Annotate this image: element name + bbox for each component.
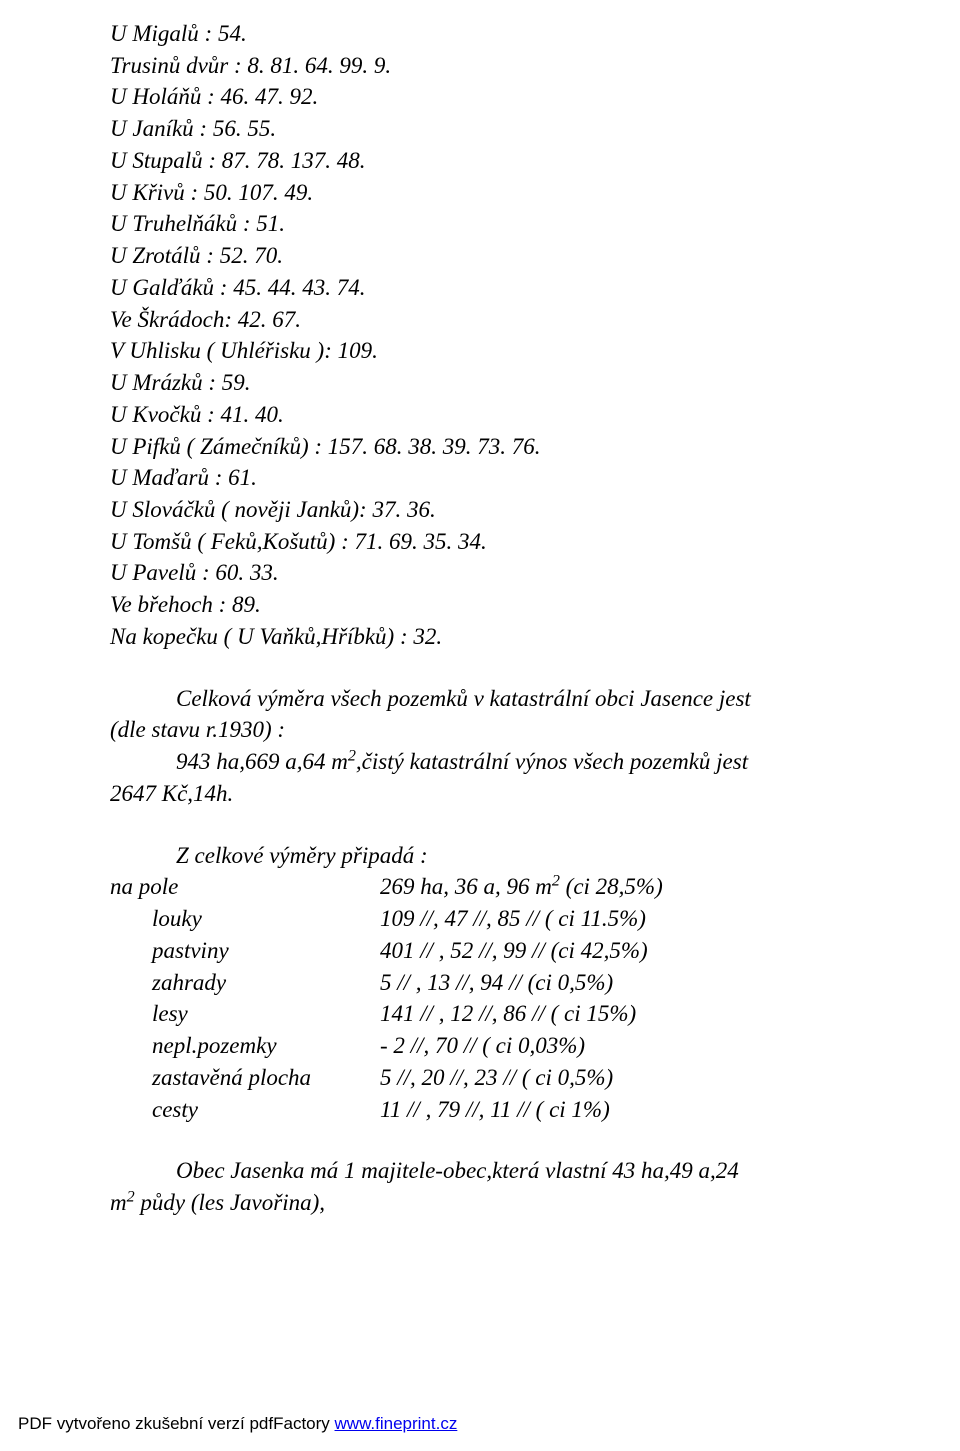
- footer-text: PDF vytvořeno zkušební verzí pdfFactory: [18, 1414, 335, 1433]
- table-row: zahrady 5 // , 13 //, 94 // (ci 0,5%): [110, 967, 876, 999]
- list-item: U Migalů : 54.: [110, 18, 876, 50]
- text-line: Celková výměra všech pozemků v katastrál…: [110, 683, 876, 715]
- row-value: 5 //, 20 //, 23 // ( ci 0,5%): [380, 1062, 876, 1094]
- row-label: pastviny: [110, 935, 380, 967]
- row-label: louky: [110, 903, 380, 935]
- table-row: cesty 11 // , 79 //, 11 // ( ci 1%): [110, 1094, 876, 1126]
- paragraph-breakdown: Z celkové výměry připadá : na pole 269 h…: [110, 840, 876, 1126]
- list-item: U Galďáků : 45. 44. 43. 74.: [110, 272, 876, 304]
- list-item: U Křivů : 50. 107. 49.: [110, 177, 876, 209]
- list-item: U Holáňů : 46. 47. 92.: [110, 81, 876, 113]
- text-line: 943 ha,669 a,64 m2,čistý katastrální výn…: [110, 746, 876, 778]
- list-item: U Zrotálů : 52. 70.: [110, 240, 876, 272]
- text-span: půdy (les Javořina),: [135, 1190, 325, 1215]
- table-row: nepl.pozemky - 2 //, 70 // ( ci 0,03%): [110, 1030, 876, 1062]
- paragraph-owner: Obec Jasenka má 1 majitele-obec,která vl…: [110, 1155, 876, 1218]
- list-item: U Mrázků : 59.: [110, 367, 876, 399]
- list-item: Trusinů dvůr : 8. 81. 64. 99. 9.: [110, 50, 876, 82]
- text-line: m2 půdy (les Javořina),: [110, 1187, 876, 1219]
- list-item: U Slováčků ( nověji Janků): 37. 36.: [110, 494, 876, 526]
- list-item: Ve Škrádoch: 42. 67.: [110, 304, 876, 336]
- list-item: U Kvočků : 41. 40.: [110, 399, 876, 431]
- text-line: (dle stavu r.1930) :: [110, 714, 876, 746]
- text-line: 2647 Kč,14h.: [110, 778, 876, 810]
- paragraph-total-area: Celková výměra všech pozemků v katastrál…: [110, 683, 876, 810]
- document-page: U Migalů : 54. Trusinů dvůr : 8. 81. 64.…: [0, 0, 960, 1451]
- table-row: zastavěná plocha 5 //, 20 //, 23 // ( ci…: [110, 1062, 876, 1094]
- row-value: 141 // , 12 //, 86 // ( ci 15%): [380, 998, 876, 1030]
- list-item: Ve břehoch : 89.: [110, 589, 876, 621]
- superscript: 2: [127, 1188, 135, 1205]
- row-label: nepl.pozemky: [110, 1030, 380, 1062]
- row-value: 109 //, 47 //, 85 // ( ci 11.5%): [380, 903, 876, 935]
- superscript: 2: [348, 748, 356, 765]
- row-value: 269 ha, 36 a, 96 m2 (ci 28,5%): [380, 871, 876, 903]
- list-item: U Janíků : 56. 55.: [110, 113, 876, 145]
- list-item: U Pavelů : 60. 33.: [110, 557, 876, 589]
- row-label: cesty: [110, 1094, 380, 1126]
- list-item: U Tomšů ( Feků,Košutů) : 71. 69. 35. 34.: [110, 526, 876, 558]
- table-row: lesy 141 // , 12 //, 86 // ( ci 15%): [110, 998, 876, 1030]
- breakdown-header: Z celkové výměry připadá :: [110, 840, 876, 872]
- breakdown-table: na pole 269 ha, 36 a, 96 m2 (ci 28,5%) l…: [110, 871, 876, 1125]
- text-span: m: [110, 1190, 127, 1215]
- list-item: V Uhlisku ( Uhléřisku ): 109.: [110, 335, 876, 367]
- footer-link[interactable]: www.fineprint.cz: [335, 1414, 458, 1433]
- table-row: louky 109 //, 47 //, 85 // ( ci 11.5%): [110, 903, 876, 935]
- pdf-footer: PDF vytvořeno zkušební verzí pdfFactory …: [0, 1412, 457, 1435]
- row-label: na pole: [110, 871, 380, 903]
- table-row: na pole 269 ha, 36 a, 96 m2 (ci 28,5%): [110, 871, 876, 903]
- row-value: - 2 //, 70 // ( ci 0,03%): [380, 1030, 876, 1062]
- list-item: U Stupalů : 87. 78. 137. 48.: [110, 145, 876, 177]
- row-value: 11 // , 79 //, 11 // ( ci 1%): [380, 1094, 876, 1126]
- text-line: Obec Jasenka má 1 majitele-obec,která vl…: [110, 1155, 876, 1187]
- row-label: zastavěná plocha: [110, 1062, 380, 1094]
- row-value: 5 // , 13 //, 94 // (ci 0,5%): [380, 967, 876, 999]
- list-item: Na kopečku ( U Vaňků,Hříbků) : 32.: [110, 621, 876, 653]
- list-item: U Truhelňáků : 51.: [110, 208, 876, 240]
- list-item: U Pifků ( Zámečníků) : 157. 68. 38. 39. …: [110, 431, 876, 463]
- property-list: U Migalů : 54. Trusinů dvůr : 8. 81. 64.…: [110, 18, 876, 653]
- row-value: 401 // , 52 //, 99 // (ci 42,5%): [380, 935, 876, 967]
- table-row: pastviny 401 // , 52 //, 99 // (ci 42,5%…: [110, 935, 876, 967]
- row-label: lesy: [110, 998, 380, 1030]
- text-span: 943 ha,669 a,64 m: [176, 749, 348, 774]
- row-label: zahrady: [110, 967, 380, 999]
- text-span: ,čistý katastrální výnos všech pozemků j…: [356, 749, 748, 774]
- list-item: U Maďarů : 61.: [110, 462, 876, 494]
